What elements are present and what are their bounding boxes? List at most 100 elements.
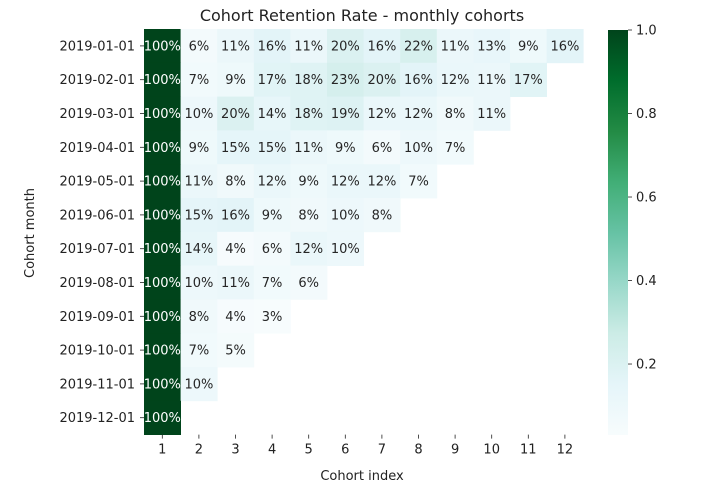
heatmap-cell [290, 29, 328, 64]
cell-value-label: 20% [367, 73, 396, 88]
cell-value-label: 6% [189, 39, 210, 54]
heatmap-cell [400, 96, 438, 131]
cell-value-label: 100% [144, 310, 181, 325]
cell-value-label: 11% [294, 141, 323, 156]
heatmap-cell [327, 164, 364, 199]
cell-value-label: 6% [262, 242, 283, 257]
heatmap-cell [510, 62, 547, 97]
cell-value-label: 100% [144, 344, 181, 359]
heatmap-cell [144, 96, 181, 131]
heatmap-cell [400, 130, 438, 165]
cell-value-label: 11% [477, 107, 506, 122]
cell-value-label: 8% [189, 310, 210, 325]
heatmap-cell [473, 62, 511, 97]
cell-value-label: 7% [408, 175, 429, 190]
heatmap-cell [253, 265, 291, 300]
cell-value-label: 10% [184, 276, 213, 291]
heatmap-cell [217, 96, 255, 131]
cell-value-label: 8% [445, 107, 466, 122]
cell-value-label: 7% [262, 276, 283, 291]
heatmap-cell [327, 198, 364, 233]
heatmap-cell [400, 29, 438, 64]
heatmap-cell [363, 198, 401, 233]
heatmap-cell [217, 62, 255, 97]
cell-value-label: 9% [298, 175, 319, 190]
cell-value-label: 12% [367, 107, 396, 122]
heatmap-cell [436, 62, 474, 97]
cell-value-label: 12% [441, 73, 470, 88]
heatmap-cell [217, 231, 255, 266]
heatmap-cell [144, 367, 181, 402]
heatmap-cell [217, 265, 255, 300]
heatmap-cell [436, 29, 474, 64]
cell-value-label: 14% [184, 242, 213, 257]
heatmap-cell [180, 130, 218, 165]
cell-value-label: 100% [144, 107, 181, 122]
y-tick-label: 2019-02-01 [59, 73, 135, 88]
heatmap-cell [144, 198, 181, 233]
x-tick-label: 3 [231, 443, 239, 458]
cell-value-label: 16% [550, 39, 579, 54]
cell-value-label: 18% [294, 73, 323, 88]
cell-value-label: 16% [221, 208, 250, 223]
cell-value-label: 10% [331, 242, 360, 257]
y-tick-label: 2019-11-01 [59, 377, 135, 392]
heatmap-cell [327, 130, 364, 165]
cell-value-label: 4% [225, 310, 246, 325]
cell-value-label: 100% [144, 73, 181, 88]
heatmap-cell [144, 29, 181, 64]
heatmap-cell [217, 164, 255, 199]
y-tick-label: 2019-05-01 [59, 175, 135, 190]
heatmap-cell [290, 265, 328, 300]
colorbar-tick-label: 0.6 [636, 191, 657, 206]
x-tick-label: 4 [268, 443, 276, 458]
heatmap-cell-labels: 100% 6% 11% 16% 11% 20% 16% 22% 11% 13% 9% 16% 100% 7… [144, 39, 580, 426]
cell-value-label: 16% [404, 73, 433, 88]
y-axis-label: Cohort month [23, 188, 38, 278]
heatmap-cell [217, 130, 255, 165]
heatmap-cell [510, 29, 547, 64]
heatmap-cell [327, 62, 364, 97]
heatmap-cell [180, 96, 218, 131]
colorbar-tick-label: 0.4 [636, 274, 657, 289]
cell-value-label: 15% [184, 208, 213, 223]
heatmap-cell [180, 333, 218, 368]
heatmap-cell [217, 29, 255, 64]
heatmap-cell [290, 62, 328, 97]
cell-value-label: 100% [144, 175, 181, 190]
heatmap-cell [290, 198, 328, 233]
heatmap-cell [253, 130, 291, 165]
cell-value-label: 9% [225, 73, 246, 88]
heatmap-cell [327, 231, 364, 266]
heatmap-cell [253, 96, 291, 131]
heatmap-cell [473, 96, 511, 131]
cell-value-label: 100% [144, 39, 181, 54]
cell-value-label: 17% [258, 73, 287, 88]
heatmap-cell [290, 130, 328, 165]
cell-value-label: 8% [298, 208, 319, 223]
cell-value-label: 100% [144, 377, 181, 392]
cell-value-label: 100% [144, 242, 181, 257]
y-tick-label: 2019-01-01 [59, 39, 135, 54]
cell-value-label: 12% [258, 175, 287, 190]
colorbar-tick-label: 0.2 [636, 358, 657, 373]
heatmap-cell [363, 62, 401, 97]
y-tick-label: 2019-07-01 [59, 242, 135, 257]
cell-value-label: 17% [514, 73, 543, 88]
x-tick-label: 5 [305, 443, 313, 458]
cell-value-label: 10% [331, 208, 360, 223]
cell-value-label: 4% [225, 242, 246, 257]
cell-value-label: 100% [144, 141, 181, 156]
cell-value-label: 3% [262, 310, 283, 325]
heatmap-cell [253, 164, 291, 199]
x-tick-label: 7 [378, 443, 386, 458]
heatmap-cell [290, 164, 328, 199]
heatmap-cell [144, 299, 181, 334]
cell-value-label: 100% [144, 276, 181, 291]
heatmap-cell [180, 367, 218, 402]
x-tick-label: 11 [520, 443, 537, 458]
x-tick-label: 9 [451, 443, 459, 458]
cell-value-label: 6% [372, 141, 393, 156]
cell-value-label: 8% [225, 175, 246, 190]
heatmap-cell [290, 231, 328, 266]
